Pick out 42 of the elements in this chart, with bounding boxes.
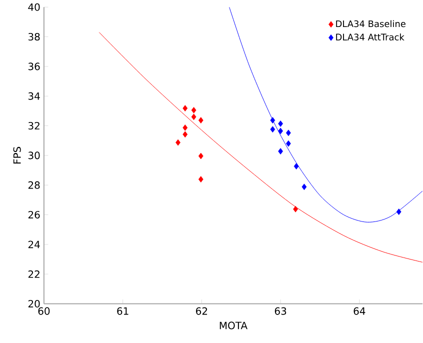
y-tick-label: 34 xyxy=(28,92,40,100)
x-tick-label: 64 xyxy=(354,307,366,315)
legend-label: DLA34 AttTrack xyxy=(336,34,404,41)
y-tick-label: 20 xyxy=(28,300,40,308)
point xyxy=(182,131,188,138)
point xyxy=(286,130,291,136)
point xyxy=(286,140,291,147)
point xyxy=(198,152,204,160)
point xyxy=(293,206,298,212)
y-tick-label: 30 xyxy=(28,152,40,160)
point xyxy=(191,114,196,120)
y-tick-label: 40 xyxy=(28,3,40,12)
point xyxy=(270,126,276,133)
point xyxy=(176,139,180,146)
y-tick-label: 32 xyxy=(28,122,40,130)
y-tick-label: 36 xyxy=(28,62,40,70)
x-tick-label: 62 xyxy=(196,307,208,315)
x-tick-label: 63 xyxy=(274,307,286,315)
point xyxy=(191,107,196,114)
point xyxy=(278,120,283,128)
y-axis-title: FPS xyxy=(13,147,21,164)
x-axis-title: MOTA xyxy=(220,322,248,330)
point xyxy=(302,184,307,190)
point xyxy=(182,105,188,112)
point xyxy=(198,117,204,124)
y-tick-label: 26 xyxy=(28,211,40,219)
y-tick-label: 24 xyxy=(28,240,40,248)
point xyxy=(396,208,402,216)
line-series xyxy=(229,7,423,223)
point xyxy=(198,176,204,183)
y-tick-label: 38 xyxy=(28,33,40,41)
y-tick-label: 22 xyxy=(28,270,40,278)
x-tick-label: 60 xyxy=(38,307,50,315)
point xyxy=(270,117,276,124)
legend-label: DLA34 Baseline xyxy=(336,20,406,28)
point xyxy=(294,163,299,170)
point xyxy=(182,124,188,132)
point xyxy=(278,148,283,155)
y-tick-label: 28 xyxy=(28,181,40,190)
line-series xyxy=(98,32,423,263)
x-tick-label: 61 xyxy=(117,307,128,315)
point xyxy=(278,128,283,134)
